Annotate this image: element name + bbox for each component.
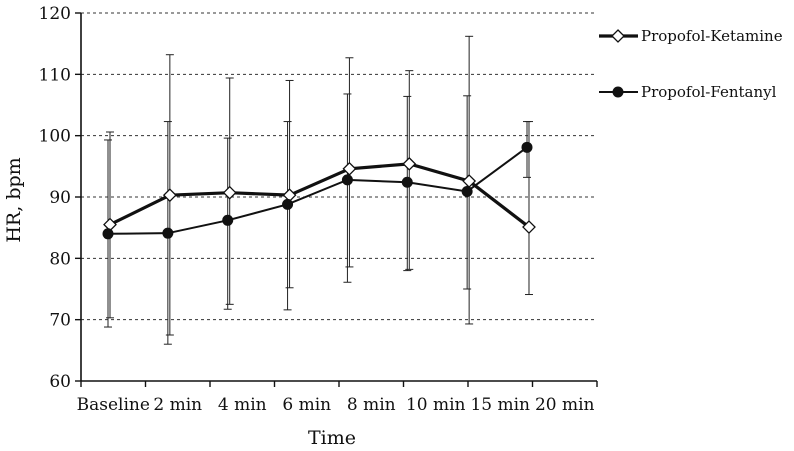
x-tick-label: Baseline (77, 395, 150, 415)
x-tick-label: 6 min (282, 395, 331, 415)
x-tick-label: 8 min (347, 395, 396, 415)
data-point (162, 227, 174, 239)
x-tick-label: 4 min (218, 395, 267, 415)
data-markers (102, 141, 536, 240)
axes (75, 12, 598, 387)
data-point (461, 185, 473, 197)
legend-label: Propofol-Fentanyl (641, 83, 777, 101)
legend-marker (612, 86, 624, 98)
y-tick-label: 80 (49, 249, 71, 269)
y-tick-label: 70 (49, 311, 71, 331)
data-point (222, 185, 237, 200)
error-bars (104, 35, 533, 345)
data-point (401, 176, 413, 188)
y-axis-title: HR, bpm (3, 157, 25, 242)
series-line (109, 162, 530, 229)
data-point (341, 174, 353, 186)
data-point (102, 228, 114, 240)
data-point (402, 156, 417, 171)
data-point (521, 141, 533, 153)
y-tick-labels: 60 70 80 90 100 110 120 (39, 4, 71, 392)
x-tick-label: 2 min (153, 395, 202, 415)
series-lines (107, 146, 530, 235)
data-point (282, 198, 294, 210)
legend-marker (611, 29, 625, 43)
x-tick-labels: Baseline 2 min 4 min 6 min 8 min 10 min 15 min… (77, 395, 595, 415)
y-tick-label: 60 (49, 372, 71, 392)
legend-label: Propofol-Ketamine (641, 27, 783, 45)
data-point (162, 188, 177, 203)
y-tick-label: 110 (39, 65, 71, 85)
legend: Propofol-Ketamine Propofol-Fentanyl (599, 27, 783, 101)
series-line (107, 146, 528, 235)
x-tick-label: 15 min (470, 395, 530, 415)
y-tick-label: 100 (39, 127, 71, 147)
y-tick-label: 120 (39, 4, 71, 24)
data-point (222, 214, 234, 226)
x-tick-label: 10 min (406, 395, 466, 415)
y-tick-label: 90 (49, 188, 71, 208)
grid-lines (81, 12, 597, 321)
data-point (342, 161, 357, 176)
x-tick-label: 20 min (535, 395, 595, 415)
data-point (522, 220, 536, 234)
x-axis-title: Time (308, 427, 356, 449)
